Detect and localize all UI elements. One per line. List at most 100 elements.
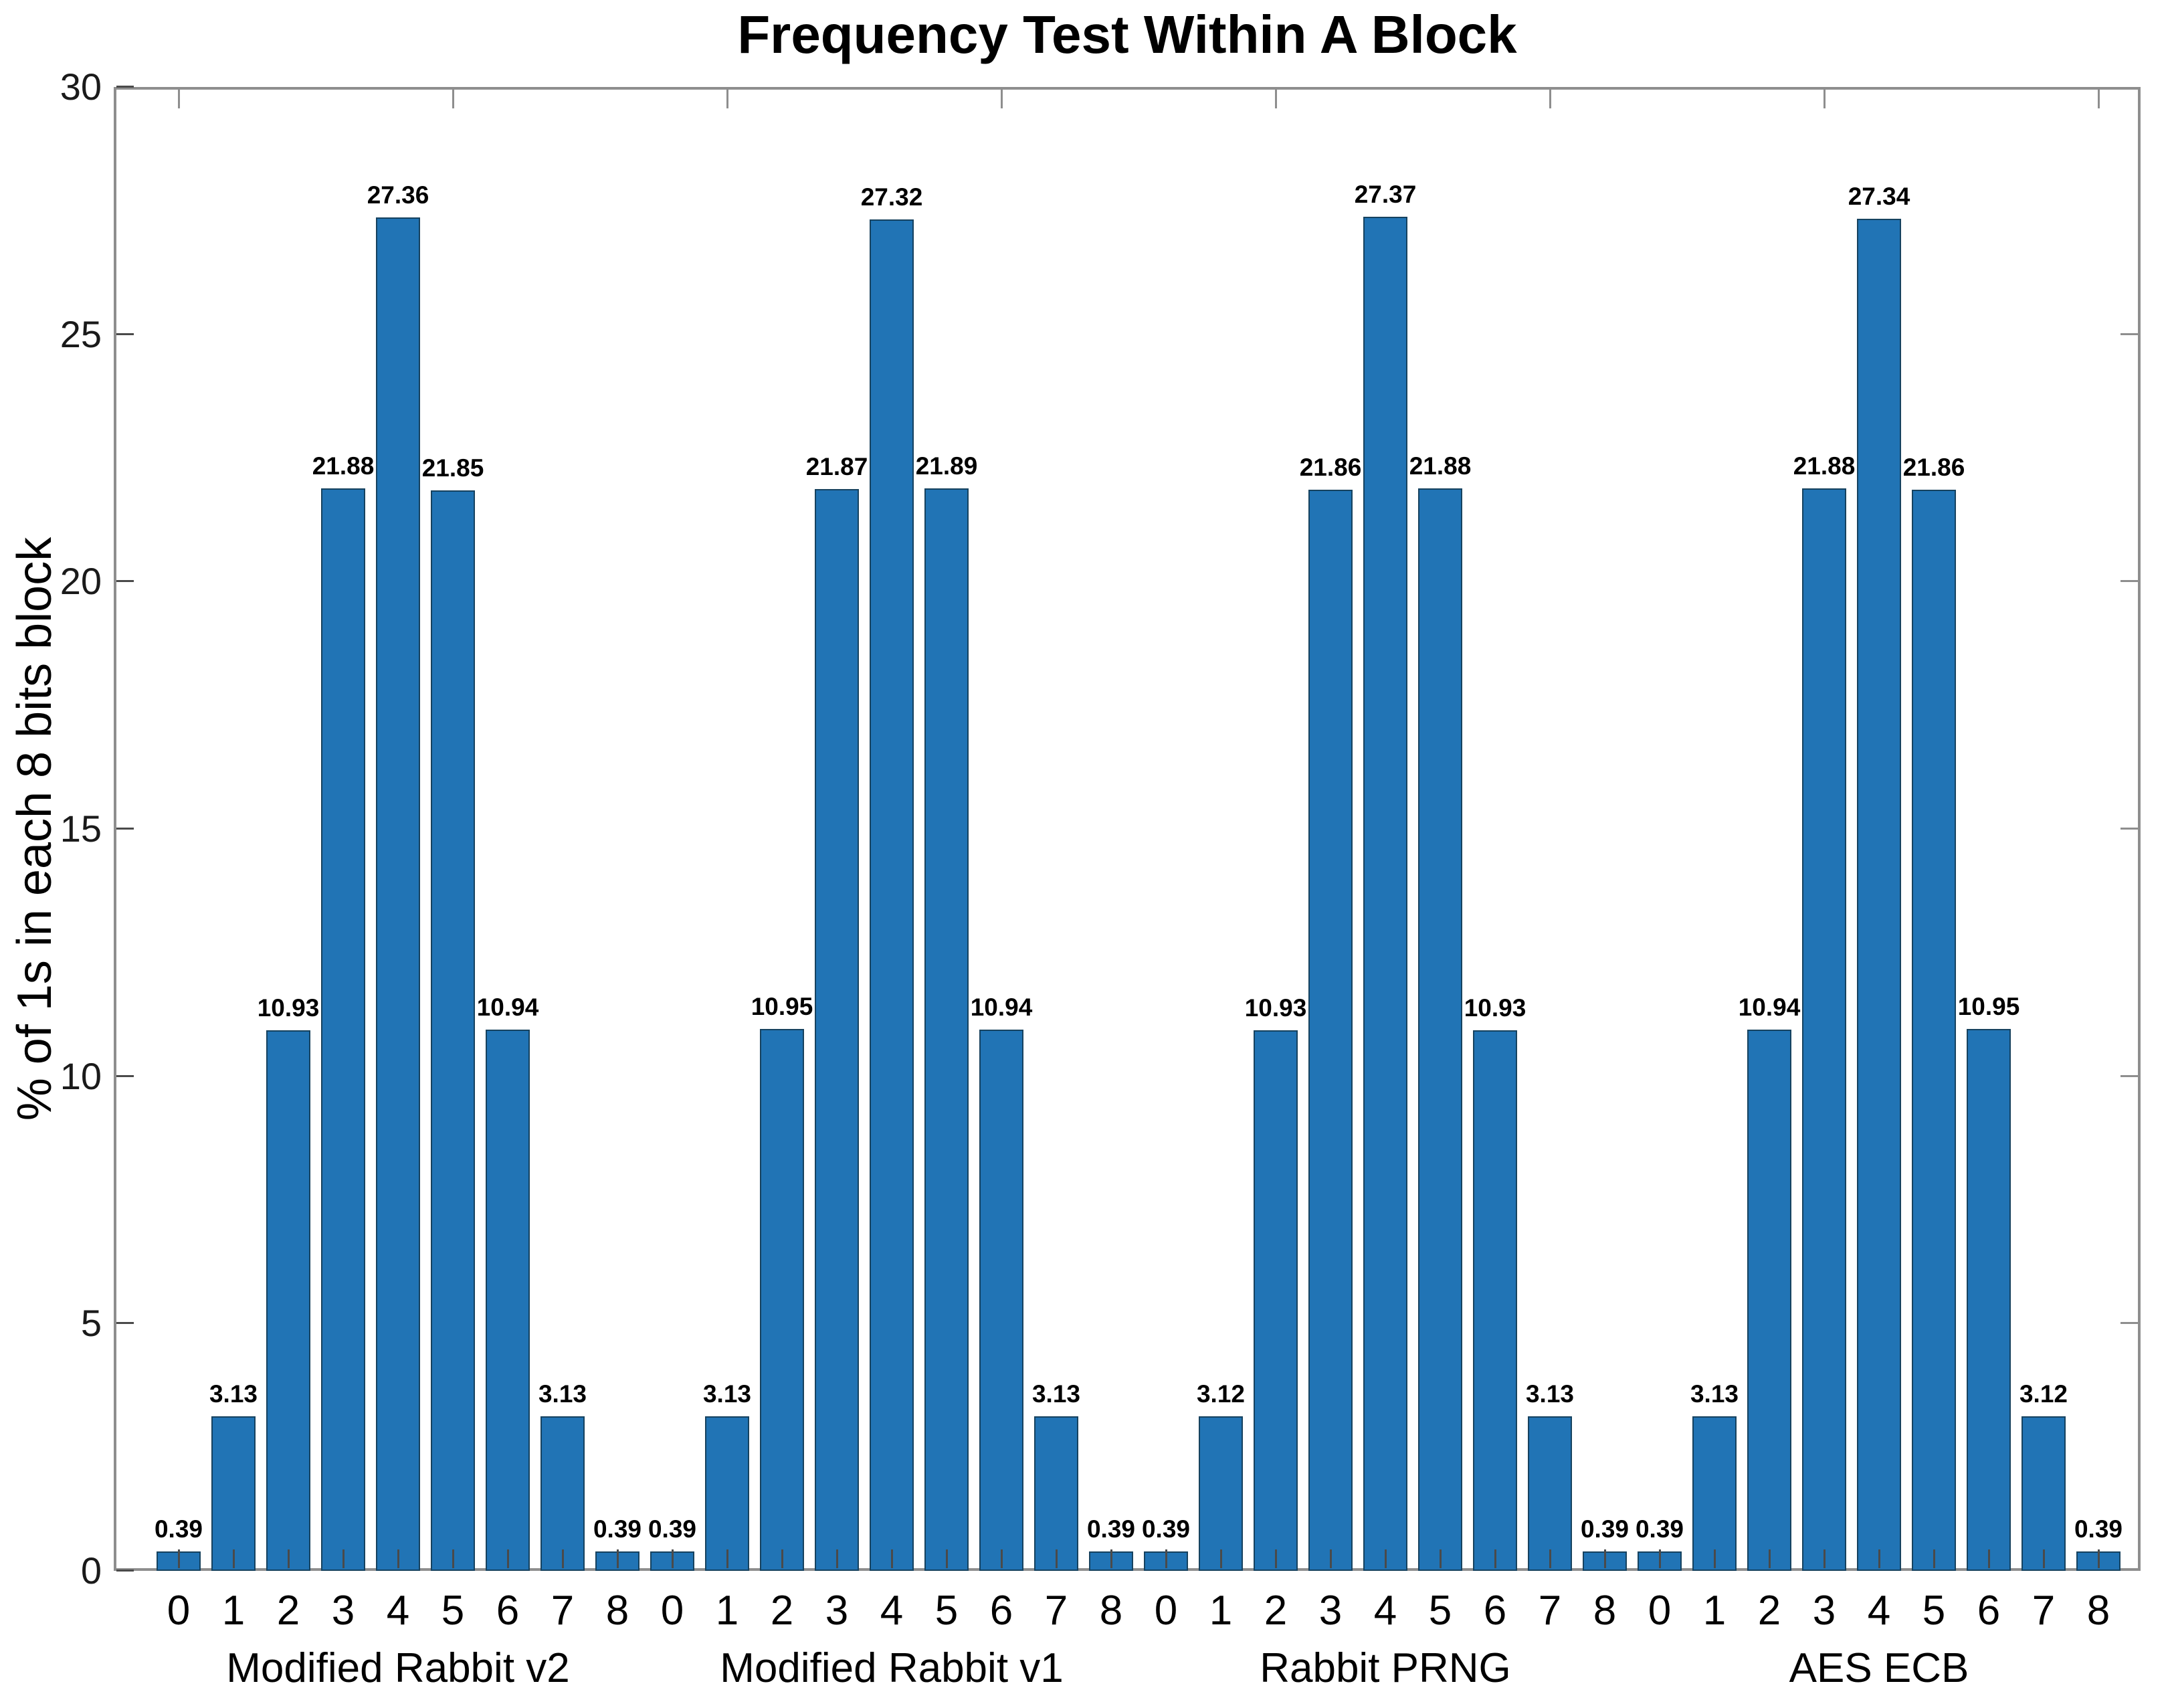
x-tick-mark	[672, 1549, 674, 1568]
bar-value-label: 3.13	[209, 1380, 258, 1408]
x-tick-label: 1	[1702, 1588, 1727, 1634]
bar-value-label: 27.37	[1354, 181, 1417, 209]
x-tick-mark	[1056, 1549, 1058, 1568]
x-tick-label: 8	[1099, 1588, 1123, 1634]
x-tick-mark	[2098, 1549, 2100, 1568]
x-tick-label: 7	[1538, 1588, 1562, 1634]
bar-value-label: 3.12	[2019, 1380, 2068, 1408]
x-tick-label: 5	[934, 1588, 959, 1634]
bar-value-label: 21.86	[1902, 453, 1965, 481]
group-label: Modified Rabbit v1	[720, 1645, 1064, 1691]
bar	[1802, 488, 1846, 1571]
bar	[376, 217, 420, 1571]
x-tick-label: 0	[1648, 1588, 1672, 1634]
x-tick-label: 5	[441, 1588, 465, 1634]
bar	[1034, 1416, 1078, 1571]
top-tick-mark	[178, 90, 180, 108]
x-tick-mark	[1878, 1549, 1880, 1568]
bar	[705, 1416, 749, 1571]
bar	[540, 1416, 585, 1571]
bar-value-label: 10.93	[1244, 993, 1307, 1022]
x-tick-mark	[1275, 1549, 1277, 1568]
y-tick-label: 20	[60, 560, 102, 603]
x-tick-label: 5	[1428, 1588, 1452, 1634]
chart-title: Frequency Test Within A Block	[737, 5, 1517, 64]
bar-value-label: 21.88	[312, 452, 375, 480]
x-tick-label: 8	[2086, 1588, 2110, 1634]
bar	[1254, 1030, 1298, 1571]
bar-value-label: 3.13	[1031, 1380, 1080, 1408]
x-tick-mark	[891, 1549, 893, 1568]
y-tick-mark	[116, 580, 134, 583]
x-tick-mark	[1604, 1549, 1606, 1568]
x-tick-mark	[1659, 1549, 1661, 1568]
bar-value-label: 10.94	[476, 993, 539, 1022]
x-tick-label: 2	[1757, 1588, 1781, 1634]
x-tick-mark	[1385, 1549, 1387, 1568]
bar	[1912, 489, 1956, 1571]
bar-value-label: 10.93	[257, 993, 320, 1022]
x-tick-label: 6	[496, 1588, 520, 1634]
x-tick-mark	[726, 1549, 728, 1568]
bar-value-label: 3.13	[1525, 1380, 1574, 1408]
y-tick-mark	[116, 86, 134, 88]
bar	[979, 1030, 1023, 1571]
bar-value-label: 3.12	[1196, 1380, 1245, 1408]
x-tick-label: 4	[1373, 1588, 1397, 1634]
x-tick-mark	[1823, 1549, 1826, 1568]
bar	[1418, 488, 1462, 1571]
x-tick-mark	[1165, 1549, 1167, 1568]
x-tick-label: 7	[2032, 1588, 2056, 1634]
right-tick-mark	[2120, 580, 2138, 583]
bar	[924, 488, 969, 1571]
bar	[1363, 217, 1407, 1571]
x-tick-mark	[1549, 1549, 1551, 1568]
top-tick-mark	[1275, 90, 1277, 108]
group-label: AES ECB	[1789, 1645, 1969, 1691]
bar	[266, 1030, 310, 1571]
x-tick-mark	[617, 1549, 619, 1568]
x-tick-label: 4	[880, 1588, 904, 1634]
top-tick-mark	[2098, 90, 2100, 108]
bar	[1199, 1416, 1243, 1571]
bar	[1528, 1416, 1572, 1571]
bar-value-label: 0.39	[154, 1515, 203, 1543]
bar	[486, 1030, 530, 1571]
bar	[1967, 1029, 2011, 1571]
y-tick-mark	[116, 1570, 134, 1572]
bar	[2021, 1416, 2066, 1571]
y-tick-mark	[116, 333, 134, 335]
y-tick-mark	[116, 1322, 134, 1325]
x-tick-label: 8	[605, 1588, 629, 1634]
x-tick-mark	[1110, 1549, 1112, 1568]
bar	[1692, 1416, 1737, 1571]
x-tick-label: 3	[1812, 1588, 1836, 1634]
x-tick-mark	[178, 1549, 180, 1568]
y-tick-label: 5	[80, 1302, 102, 1345]
x-tick-label: 6	[1977, 1588, 2001, 1634]
x-tick-mark	[1494, 1549, 1496, 1568]
top-tick-mark	[452, 90, 454, 108]
x-tick-mark	[1330, 1549, 1332, 1568]
bar-value-label: 3.13	[702, 1380, 751, 1408]
x-tick-label: 8	[1593, 1588, 1617, 1634]
bar-value-label: 0.39	[593, 1515, 642, 1543]
x-tick-mark	[836, 1549, 838, 1568]
bar	[211, 1416, 256, 1571]
group-label: Modified Rabbit v2	[226, 1645, 570, 1691]
x-tick-mark	[397, 1549, 399, 1568]
x-tick-mark	[781, 1549, 783, 1568]
bar-value-label: 0.39	[1086, 1515, 1135, 1543]
top-tick-mark	[1823, 90, 1826, 108]
x-tick-label: 1	[1209, 1588, 1233, 1634]
bar	[815, 489, 859, 1571]
top-tick-mark	[726, 90, 728, 108]
x-tick-label: 4	[386, 1588, 410, 1634]
x-tick-mark	[1988, 1549, 1990, 1568]
bar	[431, 490, 475, 1571]
bar-value-label: 27.36	[367, 181, 429, 209]
bar-value-label: 10.94	[1738, 993, 1801, 1022]
group-label: Rabbit PRNG	[1260, 1645, 1511, 1691]
bar	[1747, 1030, 1791, 1571]
bar	[321, 488, 365, 1571]
